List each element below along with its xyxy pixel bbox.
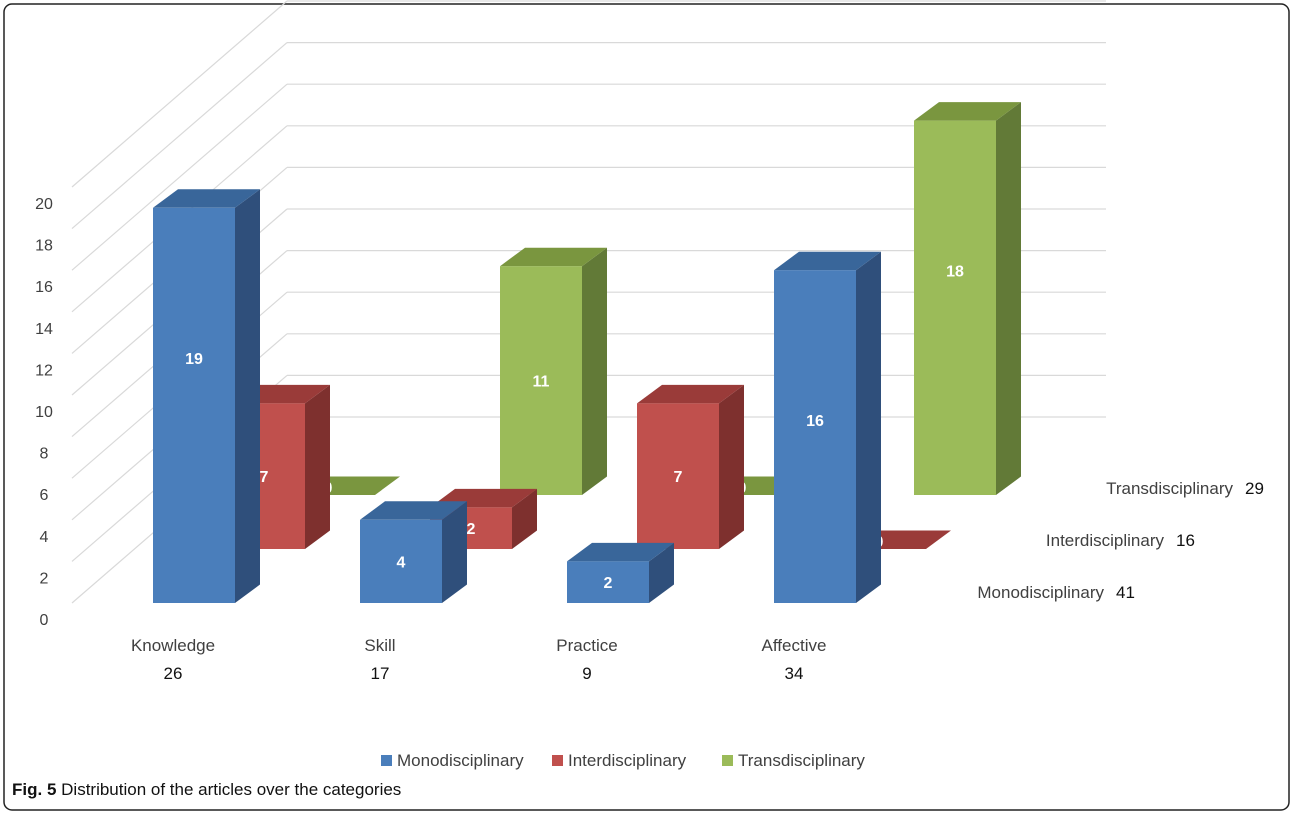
legend-label: Monodisciplinary: [397, 751, 524, 770]
bars: 0110187270194216: [153, 102, 1021, 604]
x-axis: Knowledge 26 Skill 17 Practice 9 Affective 34: [131, 636, 827, 683]
bar: 7: [637, 384, 744, 549]
series-row-label: Interdisciplinary: [1046, 531, 1165, 550]
y-tick-label: 0: [40, 612, 49, 629]
figure-caption: Fig. 5 Distribution of the articles over…: [12, 780, 401, 800]
chart-border: [3, 3, 1290, 811]
y-tick-label: 10: [35, 404, 53, 421]
y-axis: 0 2 4 6 8 10 12 14 16 18 20: [35, 196, 53, 629]
y-tick-label: 14: [35, 321, 53, 338]
bar-side: [235, 189, 260, 604]
gridline-diagonal: [71, 42, 288, 230]
legend-swatch: [381, 755, 392, 766]
data-label: 16: [806, 413, 824, 430]
data-label: 18: [946, 264, 964, 281]
bar: 18: [914, 102, 1021, 495]
category-total: 17: [371, 664, 390, 683]
series-row-total: 29: [1245, 479, 1264, 498]
legend-item: Interdisciplinary: [552, 751, 687, 770]
bar-top: [567, 542, 674, 562]
bar-top: [774, 251, 881, 271]
bar: 4: [360, 501, 467, 603]
bar: 2: [567, 542, 674, 603]
bar-front: [774, 270, 856, 603]
gridline-diagonal: [71, 0, 288, 188]
legend-label: Transdisciplinary: [738, 751, 865, 770]
legend-item: Monodisciplinary: [381, 751, 524, 770]
y-tick-label: 2: [40, 570, 49, 587]
legend-item: Transdisciplinary: [722, 751, 865, 770]
bar-side: [996, 102, 1021, 495]
category-label: Skill: [364, 636, 395, 655]
bar-side: [856, 251, 881, 603]
series-row-total: 41: [1116, 583, 1135, 602]
bar-front: [914, 120, 996, 495]
bar-top: [637, 384, 744, 404]
gridline-diagonal: [71, 83, 288, 271]
bar-side: [305, 384, 330, 549]
category-total: 34: [785, 664, 804, 683]
bar-side: [582, 247, 607, 495]
series-row-label: Transdisciplinary: [1106, 479, 1233, 498]
data-label: 11: [533, 374, 550, 391]
data-label: 4: [397, 554, 406, 571]
legend-swatch: [552, 755, 563, 766]
category-label: Knowledge: [131, 636, 215, 655]
legend-swatch: [722, 755, 733, 766]
bar-top: [500, 247, 607, 267]
series-row-total: 16: [1176, 531, 1195, 550]
series-row-label: Monodisciplinary: [977, 583, 1104, 602]
legend: Monodisciplinary Interdisciplinary Transdi…: [381, 751, 865, 770]
bar-front: [637, 403, 719, 549]
data-label: 2: [467, 521, 476, 538]
bar-top: [914, 102, 1021, 121]
bar: 16: [774, 251, 881, 603]
data-label: 19: [185, 351, 203, 368]
bar-front: [360, 519, 442, 603]
bar-side: [442, 501, 467, 603]
caption-label: Fig. 5: [12, 780, 57, 799]
bar: 19: [153, 189, 260, 604]
bar-front: [567, 561, 649, 603]
y-tick-label: 6: [40, 487, 49, 504]
bar-top: [360, 501, 467, 520]
legend-label: Interdisciplinary: [568, 751, 687, 770]
category-label: Practice: [556, 636, 617, 655]
y-tick-label: 12: [35, 362, 53, 379]
y-tick-label: 18: [35, 238, 53, 255]
data-label: 7: [674, 469, 683, 486]
bar-side: [649, 542, 674, 603]
category-total: 9: [582, 664, 591, 683]
bar: 11: [500, 247, 607, 495]
bar-front: [153, 207, 235, 604]
bar-front: [500, 266, 582, 495]
y-tick-label: 4: [40, 529, 49, 546]
y-tick-label: 8: [40, 446, 49, 463]
bar-side: [512, 488, 537, 549]
data-label: 7: [260, 469, 269, 486]
y-tick-label: 16: [35, 279, 53, 296]
bar-top: [153, 189, 260, 208]
y-tick-label: 20: [35, 196, 53, 213]
caption-text: Distribution of the articles over the ca…: [61, 780, 402, 799]
bar-side: [719, 384, 744, 549]
data-label: 2: [604, 575, 613, 592]
category-total: 26: [164, 664, 183, 683]
series-row-labels: Monodisciplinary 41 Interdisciplinary 16 Tra…: [977, 479, 1264, 602]
category-label: Affective: [762, 636, 827, 655]
